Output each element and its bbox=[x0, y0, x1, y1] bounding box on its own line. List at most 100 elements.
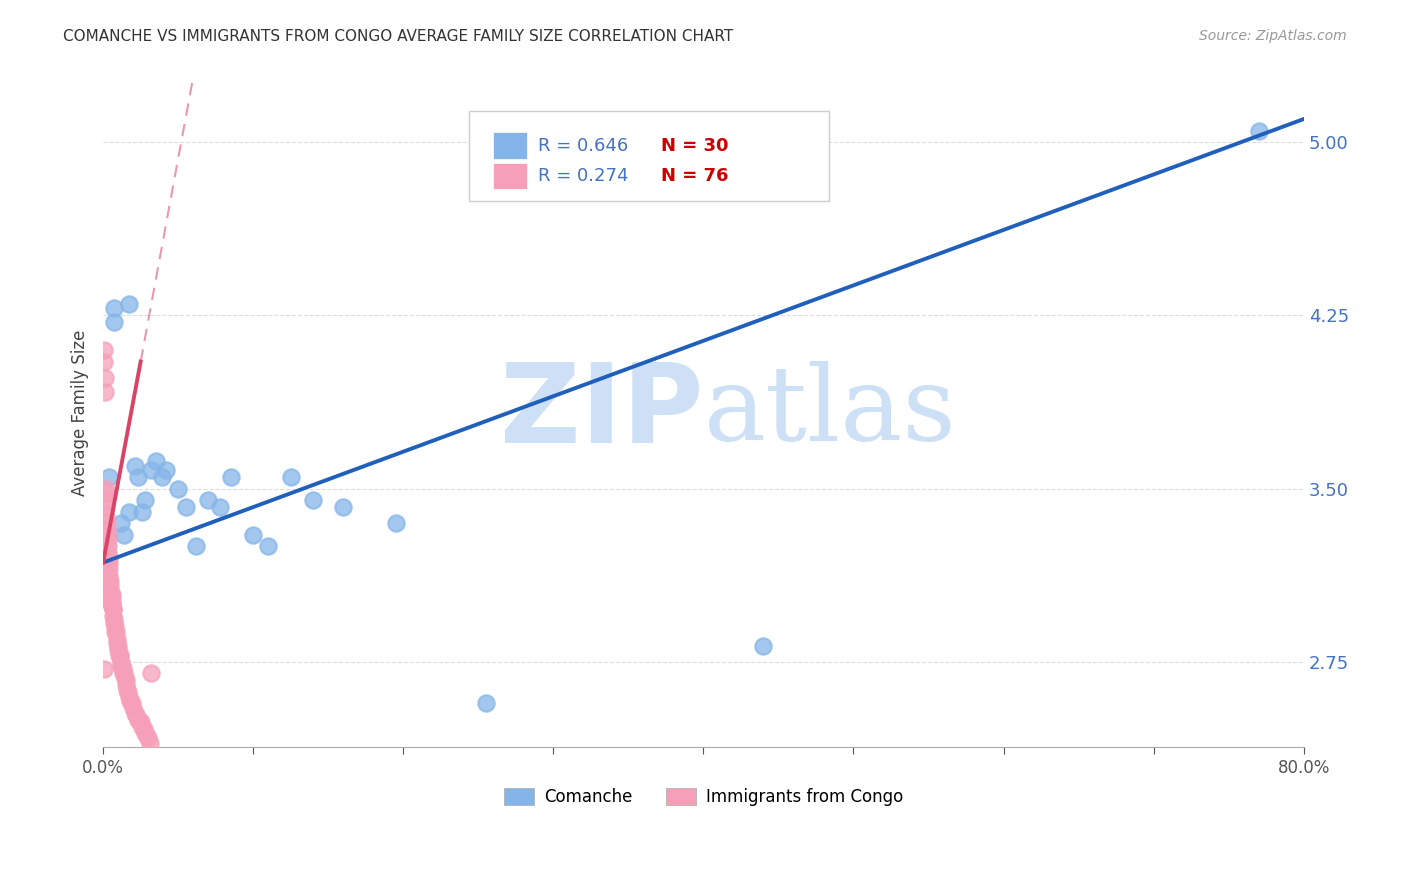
Point bbox=[105, 636, 128, 650]
Point bbox=[332, 500, 354, 514]
Point bbox=[112, 528, 135, 542]
Point bbox=[127, 470, 149, 484]
Point bbox=[94, 482, 117, 496]
Point bbox=[219, 470, 242, 484]
Point bbox=[101, 592, 124, 607]
Point bbox=[96, 523, 118, 537]
Point bbox=[117, 505, 139, 519]
Point bbox=[93, 662, 115, 676]
Text: R = 0.646: R = 0.646 bbox=[537, 136, 628, 155]
Point bbox=[107, 639, 129, 653]
Point bbox=[101, 601, 124, 615]
Bar bbox=[494, 162, 527, 189]
Point bbox=[302, 493, 325, 508]
Point bbox=[93, 354, 115, 368]
Point bbox=[100, 597, 122, 611]
Point bbox=[101, 601, 124, 615]
Point bbox=[121, 697, 143, 711]
Point bbox=[107, 643, 129, 657]
Point bbox=[134, 726, 156, 740]
Point bbox=[145, 454, 167, 468]
Text: atlas: atlas bbox=[703, 361, 956, 463]
Point bbox=[134, 493, 156, 508]
Point bbox=[141, 463, 163, 477]
Bar bbox=[494, 132, 527, 159]
Point bbox=[98, 569, 121, 583]
Point bbox=[141, 666, 163, 681]
Point bbox=[752, 639, 775, 653]
Point bbox=[98, 470, 121, 484]
Point bbox=[97, 533, 120, 547]
Point bbox=[100, 597, 122, 611]
Point bbox=[101, 597, 124, 611]
Point bbox=[103, 613, 125, 627]
Point bbox=[114, 673, 136, 688]
Point bbox=[101, 588, 124, 602]
Point bbox=[117, 690, 139, 704]
Point bbox=[103, 301, 125, 316]
Point bbox=[97, 546, 120, 560]
Point bbox=[186, 540, 208, 554]
Point bbox=[108, 648, 131, 662]
Point bbox=[475, 697, 498, 711]
Point bbox=[98, 574, 121, 588]
Text: N = 76: N = 76 bbox=[661, 167, 728, 185]
Point bbox=[138, 736, 160, 750]
Legend: Comanche, Immigrants from Congo: Comanche, Immigrants from Congo bbox=[498, 781, 910, 813]
Point bbox=[127, 713, 149, 727]
Point bbox=[105, 632, 128, 646]
Text: N = 30: N = 30 bbox=[661, 136, 728, 155]
Point bbox=[96, 509, 118, 524]
Point bbox=[94, 493, 117, 508]
Point bbox=[108, 648, 131, 662]
Point bbox=[103, 608, 125, 623]
Point bbox=[115, 678, 138, 692]
Point bbox=[117, 685, 139, 699]
Point bbox=[93, 343, 115, 357]
Point bbox=[280, 470, 302, 484]
Point bbox=[100, 585, 122, 599]
Point bbox=[97, 550, 120, 565]
Text: COMANCHE VS IMMIGRANTS FROM CONGO AVERAGE FAMILY SIZE CORRELATION CHART: COMANCHE VS IMMIGRANTS FROM CONGO AVERAG… bbox=[63, 29, 734, 44]
Point bbox=[242, 528, 264, 542]
Point bbox=[117, 297, 139, 311]
Point bbox=[135, 729, 157, 743]
Point bbox=[96, 516, 118, 531]
Point bbox=[110, 655, 132, 669]
Point bbox=[120, 694, 142, 708]
Point bbox=[98, 579, 121, 593]
Point bbox=[122, 701, 145, 715]
Point bbox=[115, 682, 138, 697]
Point bbox=[97, 540, 120, 554]
Point bbox=[128, 713, 150, 727]
Point bbox=[155, 463, 177, 477]
Point bbox=[112, 666, 135, 681]
Point bbox=[104, 624, 127, 639]
Point bbox=[94, 500, 117, 514]
Point bbox=[167, 482, 190, 496]
Point bbox=[94, 486, 117, 500]
Point bbox=[384, 516, 406, 531]
Point bbox=[197, 493, 219, 508]
Point bbox=[110, 516, 132, 531]
Point bbox=[209, 500, 232, 514]
Point bbox=[94, 370, 117, 384]
Point bbox=[131, 720, 153, 734]
Y-axis label: Average Family Size: Average Family Size bbox=[72, 329, 89, 496]
Point bbox=[103, 315, 125, 329]
Point bbox=[111, 662, 134, 676]
Point bbox=[124, 706, 146, 720]
Point bbox=[174, 500, 197, 514]
Point bbox=[98, 562, 121, 576]
Point bbox=[131, 505, 153, 519]
Point bbox=[110, 659, 132, 673]
Text: Source: ZipAtlas.com: Source: ZipAtlas.com bbox=[1199, 29, 1347, 43]
Point bbox=[98, 585, 121, 599]
Point bbox=[150, 470, 173, 484]
Point bbox=[111, 659, 134, 673]
Point bbox=[96, 528, 118, 542]
Point bbox=[257, 540, 280, 554]
Point bbox=[103, 615, 125, 630]
Point bbox=[129, 714, 152, 729]
Point bbox=[132, 722, 155, 736]
